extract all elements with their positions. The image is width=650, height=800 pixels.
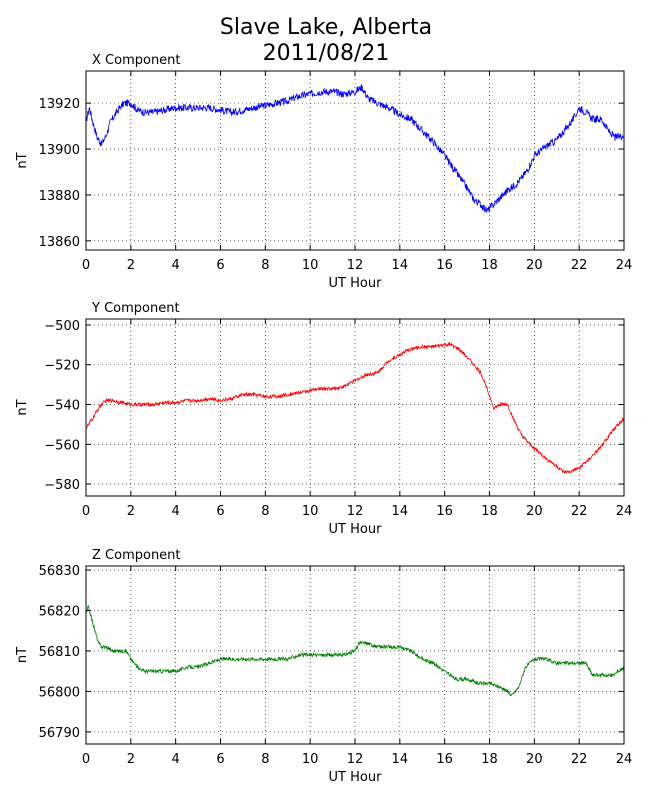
x-tick-label: 22 [571, 752, 588, 767]
y-axis-label: nT [15, 647, 30, 663]
x-tick-label: 20 [526, 504, 543, 519]
x-tick-label: 12 [347, 258, 364, 273]
y-tick-label: 56820 [39, 605, 80, 620]
x-tick-label: 8 [261, 752, 269, 767]
y-tick-label: 56830 [39, 564, 80, 579]
x-tick-label: 16 [436, 752, 453, 767]
x-tick-label: 10 [302, 504, 319, 519]
y-tick-label: 56810 [39, 645, 80, 660]
x-tick-label: 24 [616, 504, 633, 519]
x-tick-label: 2 [127, 504, 135, 519]
x-tick-label: 4 [172, 752, 180, 767]
y-tick-label: −500 [44, 319, 80, 334]
x-tick-label: 0 [82, 258, 90, 273]
panel-z: 0 2 4 6 8 10 12 14 16 18 20 22 245679056800568105682… [15, 548, 632, 785]
x-tick-label: 2 [127, 258, 135, 273]
panel-x: 0 2 4 6 8 10 12 14 16 18 20 22 241386013880139001392… [15, 53, 632, 291]
x-tick-label: 8 [261, 258, 269, 273]
y-tick-label: 13900 [39, 143, 80, 158]
x-axis-label: UT Hour [329, 770, 383, 785]
x-tick-label: 2 [127, 752, 135, 767]
x-tick-label: 16 [436, 504, 453, 519]
x-tick-label: 22 [571, 504, 588, 519]
y-tick-label: −520 [44, 359, 80, 374]
x-tick-label: 6 [216, 752, 224, 767]
data-line-y [85, 341, 625, 475]
panel-title: Z Component [92, 548, 181, 563]
x-tick-label: 20 [526, 752, 543, 767]
x-tick-label: 14 [392, 258, 409, 273]
y-tick-label: 13860 [39, 235, 80, 250]
panel-title: X Component [92, 53, 181, 68]
x-tick-label: 6 [216, 504, 224, 519]
y-tick-label: 56790 [39, 726, 80, 741]
x-tick-label: 0 [82, 504, 90, 519]
x-tick-label: 8 [261, 504, 269, 519]
x-axis-label: UT Hour [329, 276, 383, 291]
x-tick-label: 10 [302, 752, 319, 767]
figure-title: Slave Lake, Alberta [220, 15, 432, 40]
x-tick-label: 18 [481, 504, 498, 519]
x-tick-label: 16 [436, 258, 453, 273]
x-tick-label: 4 [172, 504, 180, 519]
panel-y: 0 2 4 6 8 10 12 14 16 18 20 22 24−580−560−540−520−50… [15, 301, 632, 537]
x-axis-label: UT Hour [329, 522, 383, 537]
y-tick-label: −540 [44, 399, 80, 414]
y-tick-label: −580 [44, 478, 80, 493]
y-axis-label: nT [15, 152, 30, 168]
data-line-z [85, 604, 625, 697]
x-tick-label: 14 [392, 504, 409, 519]
y-axis-label: nT [15, 399, 30, 415]
x-tick-label: 14 [392, 752, 409, 767]
panel-title: Y Component [91, 301, 180, 316]
x-tick-label: 6 [216, 258, 224, 273]
x-tick-label: 24 [616, 258, 633, 273]
x-tick-label: 20 [526, 258, 543, 273]
data-line-x [85, 84, 624, 213]
x-tick-label: 24 [616, 752, 633, 767]
x-tick-label: 18 [481, 752, 498, 767]
y-tick-label: 56800 [39, 685, 80, 700]
y-tick-label: −560 [44, 438, 80, 453]
y-tick-label: 13920 [39, 97, 80, 112]
y-tick-label: 13880 [39, 189, 80, 204]
x-tick-label: 12 [347, 504, 364, 519]
x-tick-label: 18 [481, 258, 498, 273]
x-tick-label: 10 [302, 258, 319, 273]
figure-date: 2011/08/21 [263, 41, 390, 66]
x-tick-label: 4 [172, 258, 180, 273]
x-tick-label: 12 [347, 752, 364, 767]
x-tick-label: 0 [82, 752, 90, 767]
x-tick-label: 22 [571, 258, 588, 273]
